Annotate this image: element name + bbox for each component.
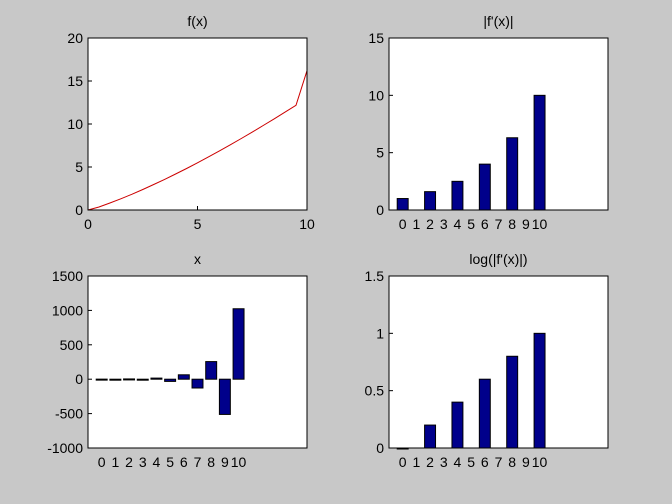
chart-title: log(|f'(x)|)	[469, 251, 527, 267]
x-tick-label: 10	[299, 216, 315, 232]
x-tick-label: 0	[84, 216, 92, 232]
bar	[424, 191, 437, 211]
axes-frame	[87, 275, 308, 449]
x-tick-label: 5	[194, 216, 202, 232]
x-tick-label: 10	[532, 454, 548, 470]
subplot-4: log(|f'(x)|)00.511.50 1 2 3 4 5 6 7 8 9 10	[365, 251, 609, 470]
bar	[218, 378, 231, 415]
x-tick-label: 3	[139, 454, 147, 470]
y-tick-label: 0	[75, 371, 83, 387]
x-tick-label: 3	[440, 216, 448, 232]
subplot-1: f(x) 0 5 10 15 20 0 5 10	[67, 13, 315, 232]
x-tick-label: 4	[153, 454, 161, 470]
bar	[191, 378, 204, 389]
x-tick-label: 2	[125, 454, 133, 470]
axes-frame	[87, 37, 308, 211]
plot-area	[389, 38, 608, 210]
bar	[533, 332, 546, 449]
x-tick-label: 6	[481, 216, 489, 232]
chart-title: x	[194, 251, 201, 267]
y-tick-label: 5	[376, 145, 384, 161]
bar	[136, 378, 149, 381]
x-tick-label: 10	[532, 216, 548, 232]
x-tick-label: 3	[440, 454, 448, 470]
x-tick-label: 0	[98, 454, 106, 470]
x-tick-label: 5	[467, 454, 475, 470]
x-tick-label: 9	[522, 216, 530, 232]
y-tick-label: 1000	[52, 302, 83, 318]
bar	[506, 137, 519, 211]
bar	[478, 163, 491, 211]
bar	[109, 378, 122, 381]
y-tick-label: 0	[376, 202, 384, 218]
series-line	[87, 70, 308, 211]
bar	[533, 94, 546, 211]
x-tick-label: 2	[426, 216, 434, 232]
y-tick-label: 15	[368, 30, 384, 46]
plot-area	[389, 276, 608, 448]
chart-title: f(x)	[187, 13, 207, 29]
x-tick-label: 8	[508, 454, 516, 470]
bar	[424, 424, 437, 449]
y-tick-label: 500	[60, 337, 84, 353]
x-tick-label: 4	[454, 454, 462, 470]
x-tick-label: 9	[221, 454, 229, 470]
bar	[150, 377, 163, 380]
axes-frame	[388, 37, 609, 211]
x-tick-label: 4	[454, 216, 462, 232]
bar	[451, 180, 464, 211]
x-tick-label: 7	[194, 454, 202, 470]
bar	[451, 401, 464, 449]
y-tick-label: 1500	[52, 268, 83, 284]
x-tick-label: 7	[495, 216, 503, 232]
x-tick-label: 0	[399, 216, 407, 232]
y-tick-label: 0.5	[365, 383, 385, 399]
axes-frame	[388, 275, 609, 449]
plot-area	[88, 276, 307, 448]
bar	[478, 378, 491, 449]
x-tick-label: 8	[207, 454, 215, 470]
x-tick-label: 5	[166, 454, 174, 470]
chart-title: |f'(x)|	[483, 13, 513, 29]
y-tick-label: 5	[75, 159, 83, 175]
y-tick-label: 1	[376, 325, 384, 341]
y-tick-label: 15	[67, 73, 83, 89]
x-tick-label: 1	[412, 454, 420, 470]
bar	[396, 198, 409, 211]
y-tick-label: -1000	[47, 440, 83, 456]
x-tick-label: 7	[495, 454, 503, 470]
bar	[232, 308, 245, 380]
x-tick-label: 9	[522, 454, 530, 470]
y-tick-label: -500	[55, 406, 83, 422]
x-tick-label: 10	[231, 454, 247, 470]
y-tick-label: 20	[67, 30, 83, 46]
y-tick-label: 0	[376, 440, 384, 456]
bar	[95, 378, 108, 381]
bar	[205, 361, 218, 380]
x-tick-label: 1	[412, 216, 420, 232]
bar	[506, 355, 519, 449]
plot-area	[88, 38, 307, 210]
y-tick-label: 10	[67, 116, 83, 132]
y-tick-label: 1.5	[365, 268, 385, 284]
bar	[123, 378, 136, 381]
x-tick-label: 8	[508, 216, 516, 232]
x-tick-label: 6	[180, 454, 188, 470]
x-tick-label: 5	[467, 216, 475, 232]
x-tick-label: 6	[481, 454, 489, 470]
x-tick-label: 0	[399, 454, 407, 470]
y-tick-label: 10	[368, 87, 384, 103]
bar	[164, 378, 177, 382]
y-tick-label: 0	[75, 202, 83, 218]
bar	[177, 374, 190, 380]
x-tick-label: 2	[426, 454, 434, 470]
x-tick-label: 1	[111, 454, 119, 470]
